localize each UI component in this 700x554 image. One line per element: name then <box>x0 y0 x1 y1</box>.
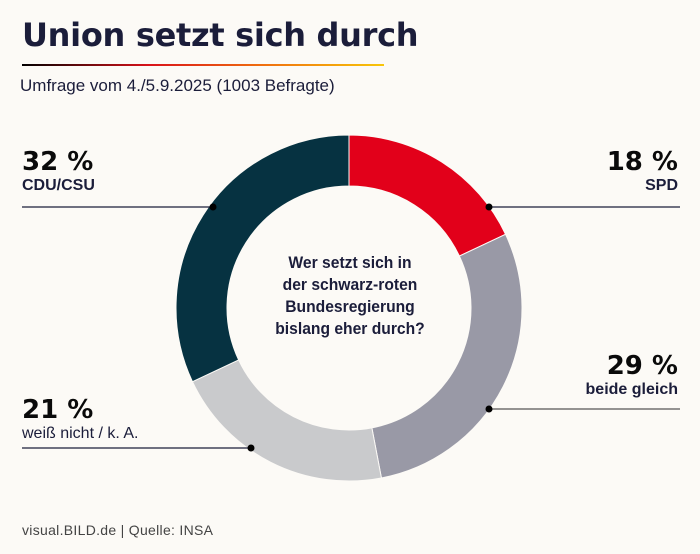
category-label-beide: beide gleich <box>585 381 678 398</box>
leader-dot-beide <box>485 405 493 413</box>
donut-slice-cdu <box>175 134 350 383</box>
value-label-beide: 29 % <box>606 351 678 381</box>
label-cdu: 32 % CDU/CSU <box>22 148 95 196</box>
center-question-line: bislang eher durch? <box>275 319 425 338</box>
center-question-line: Bundesregierung <box>285 297 415 316</box>
value-label-cdu: 32 % <box>22 147 94 177</box>
category-label-weiss: weiß nicht / k. A. <box>22 425 139 442</box>
value-label-weiss: 21 % <box>22 395 94 425</box>
leader-dot-weiss <box>247 444 255 452</box>
chart-title: Union setzt sich durch <box>22 16 419 54</box>
source-footer: visual.BILD.de | Quelle: INSA <box>22 522 214 538</box>
label-spd: 18 % SPD <box>518 148 678 196</box>
category-label-cdu: CDU/CSU <box>22 177 95 194</box>
center-question-line: der schwarz-roten <box>282 275 418 294</box>
label-beide: 29 % beide gleich <box>518 352 678 400</box>
label-weiss: 21 % weiß nicht / k. A. <box>22 396 138 444</box>
chart-subtitle: Umfrage vom 4./5.9.2025 (1003 Befragte) <box>20 76 335 95</box>
title-underline <box>22 64 384 66</box>
value-label-spd: 18 % <box>606 147 678 177</box>
leader-dot-spd <box>485 203 493 211</box>
center-question: Wer setzt sich in der schwarz-roten Bund… <box>258 252 442 340</box>
leader-dot-cdu <box>209 203 217 211</box>
center-question-line: Wer setzt sich in <box>288 253 412 272</box>
category-label-spd: SPD <box>645 177 678 194</box>
donut-slice-spd <box>348 134 507 257</box>
donut-slice-weiss <box>191 359 383 482</box>
